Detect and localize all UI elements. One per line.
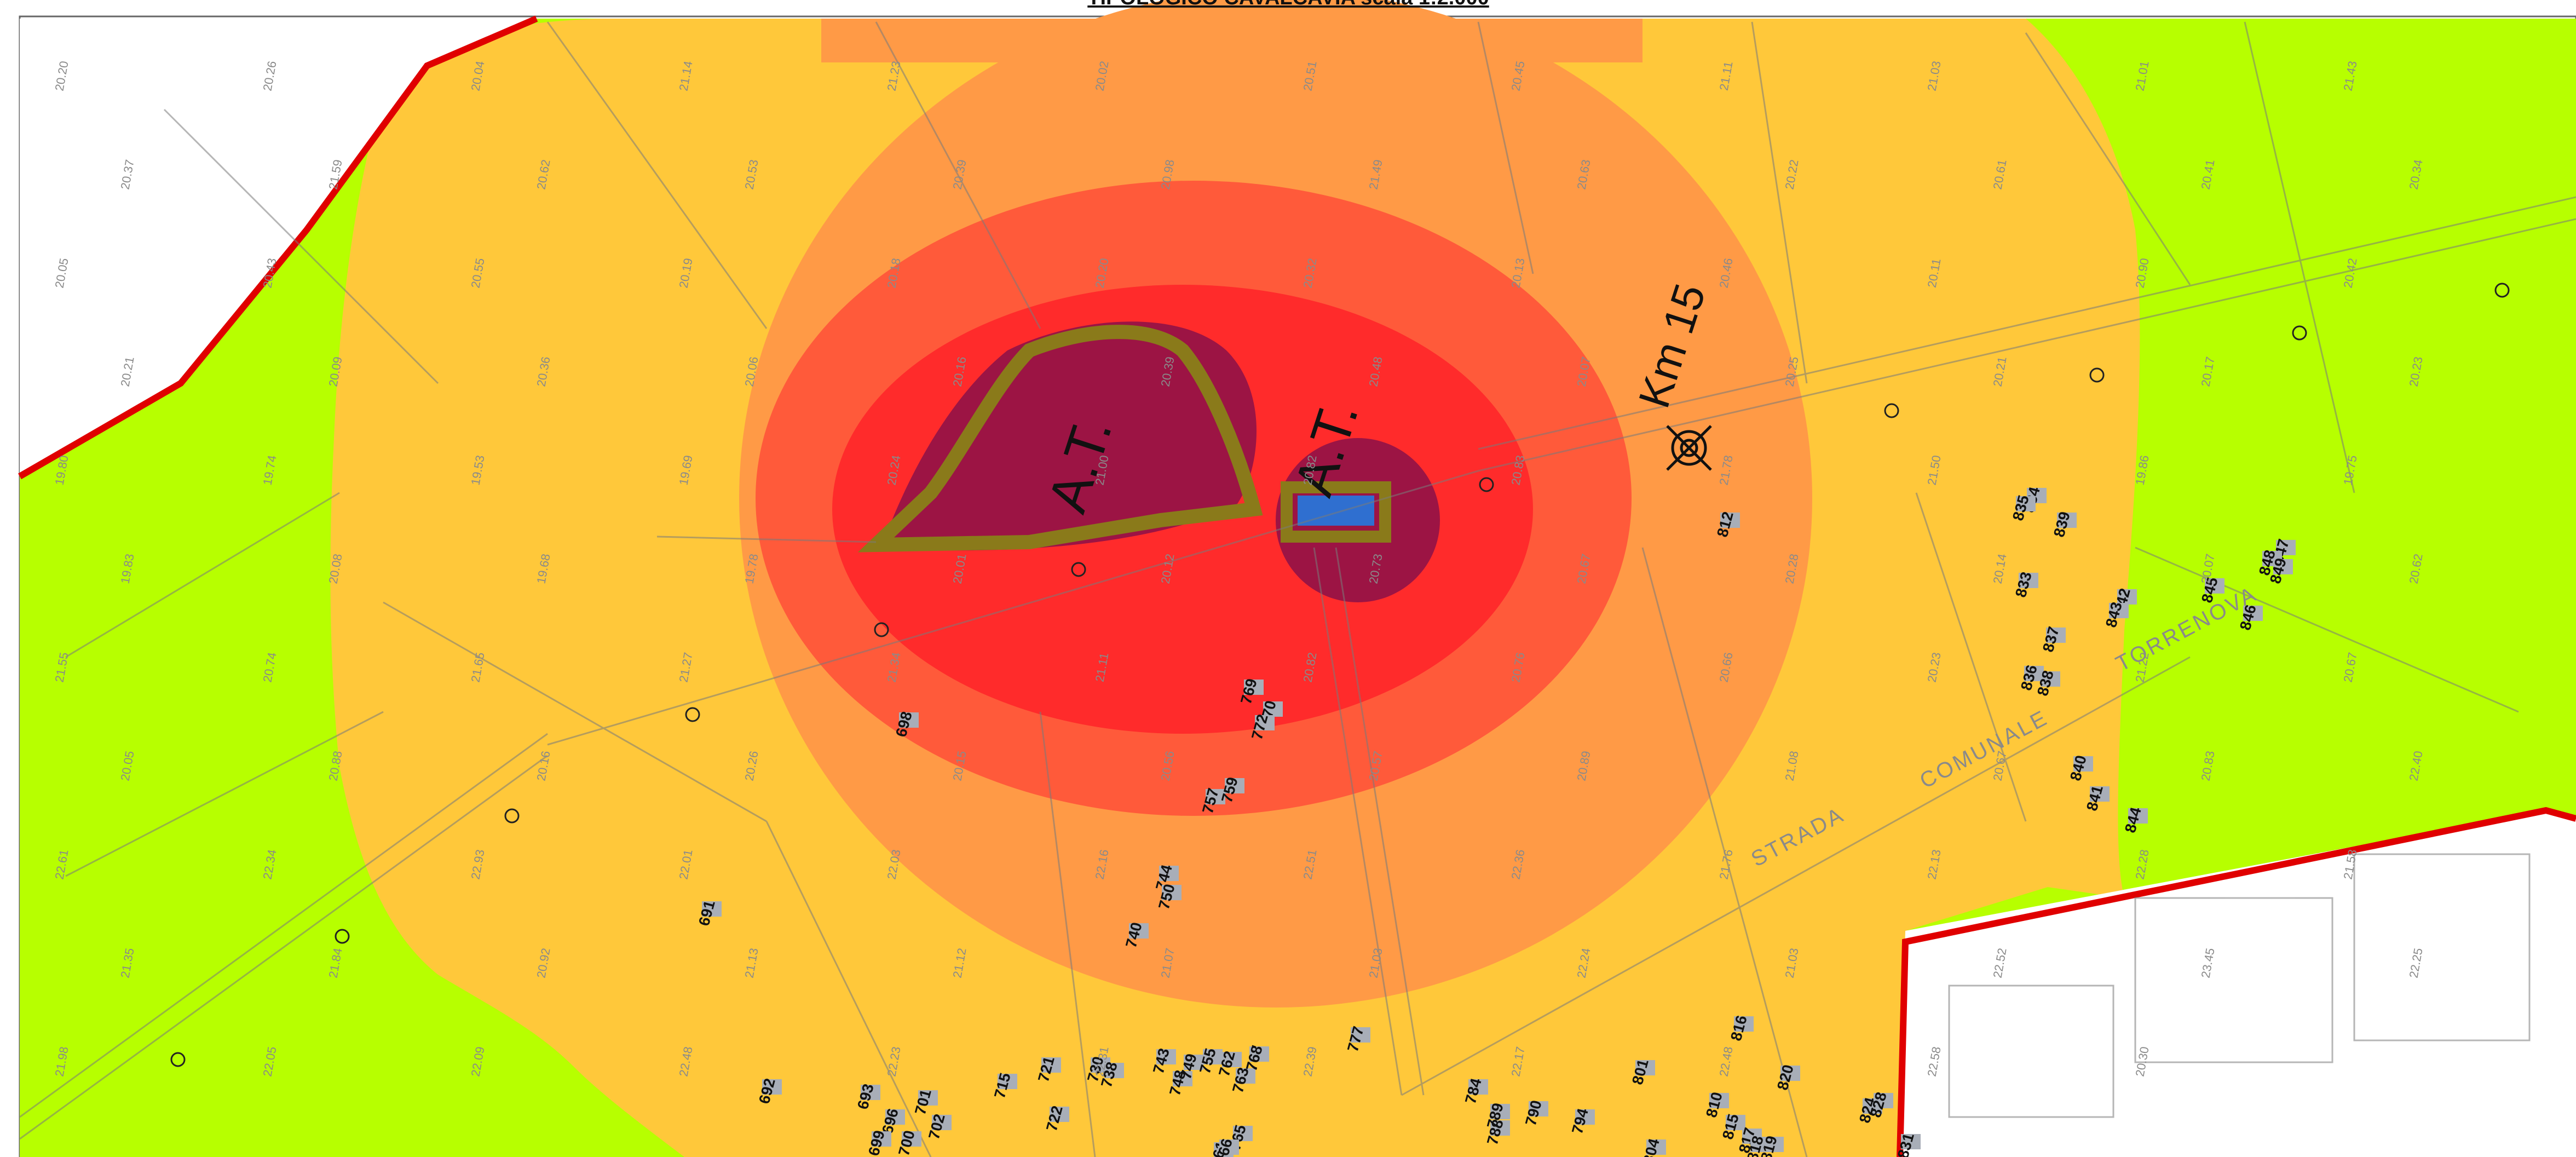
- building-768: [1249, 1046, 1269, 1062]
- building-788: [1490, 1120, 1510, 1136]
- building-841: [2090, 786, 2110, 802]
- building-815: [1726, 1115, 1745, 1130]
- building-845: [2205, 578, 2225, 594]
- building-748: [1173, 1071, 1192, 1086]
- boundary-line-lr: [1897, 807, 2576, 1157]
- building-738: [1104, 1063, 1124, 1078]
- building-804: [1646, 1139, 1666, 1155]
- zone-white-ul: [20, 19, 537, 476]
- building-699: [872, 1131, 891, 1147]
- building-770: [1263, 701, 1283, 717]
- building-763: [1236, 1068, 1255, 1084]
- building-819: [1764, 1137, 1784, 1152]
- building-700: [902, 1131, 921, 1147]
- building-691: [702, 901, 722, 917]
- building-816: [1734, 1016, 1754, 1032]
- olive-outline-left: [857, 325, 1263, 552]
- building-840: [2073, 756, 2093, 772]
- building-784: [1468, 1079, 1488, 1095]
- building-790: [1529, 1101, 1548, 1116]
- building-766: [1219, 1139, 1239, 1155]
- building-839: [2057, 513, 2077, 528]
- building-842: [2117, 589, 2137, 605]
- building-762: [1222, 1052, 1242, 1067]
- building-835: [2016, 496, 2036, 511]
- building-743: [1156, 1049, 1176, 1064]
- building-831: [1901, 1134, 1921, 1149]
- building-759: [1225, 778, 1244, 793]
- building-846: [2243, 606, 2263, 621]
- building-772: [1255, 715, 1275, 730]
- building-715: [998, 1074, 1017, 1089]
- map-title: TIPOLOGICO CAVALCAVIA scala 1:2.000: [1087, 0, 1489, 9]
- building-843: [2109, 603, 2129, 618]
- cadastral-lines: [19, 21, 2576, 1157]
- zone-dark-left: [881, 321, 1257, 551]
- pylon-markers: [170, 283, 2510, 1067]
- building-801: [1635, 1060, 1655, 1075]
- building-755: [1203, 1049, 1223, 1064]
- building-765: [1233, 1126, 1253, 1141]
- building-692: [762, 1079, 782, 1095]
- building-698: [899, 712, 919, 728]
- building-789: [1490, 1104, 1510, 1119]
- zone-orange-top: [821, 19, 1643, 62]
- building-833: [2019, 573, 2038, 588]
- building-740: [1129, 923, 1149, 939]
- building-837: [2046, 628, 2066, 643]
- building-721: [1041, 1057, 1061, 1073]
- building-810: [1709, 1093, 1729, 1108]
- building-749: [1184, 1055, 1203, 1070]
- building-794: [1575, 1109, 1595, 1125]
- building-702: [932, 1115, 952, 1130]
- zone-white-lr: [1900, 810, 2576, 1157]
- building-722: [1050, 1107, 1069, 1122]
- building-844: [2128, 808, 2148, 824]
- km-marker-icon: [1666, 425, 1712, 471]
- building-849: [2273, 559, 2293, 574]
- building-693: [861, 1085, 880, 1100]
- olive-outline-right: [1281, 481, 1391, 543]
- boundary-line-ul: [18, 15, 538, 480]
- building-744: [1159, 866, 1179, 881]
- building-820: [1780, 1066, 1800, 1081]
- building-777: [1351, 1027, 1370, 1043]
- building-750: [1162, 885, 1182, 900]
- building-838: [2041, 671, 2060, 687]
- building-757: [1206, 789, 1225, 804]
- building-696: [885, 1109, 905, 1125]
- building-828: [1874, 1093, 1893, 1108]
- building-812: [1720, 513, 1740, 528]
- building-701: [918, 1090, 938, 1106]
- building-769: [1244, 680, 1264, 695]
